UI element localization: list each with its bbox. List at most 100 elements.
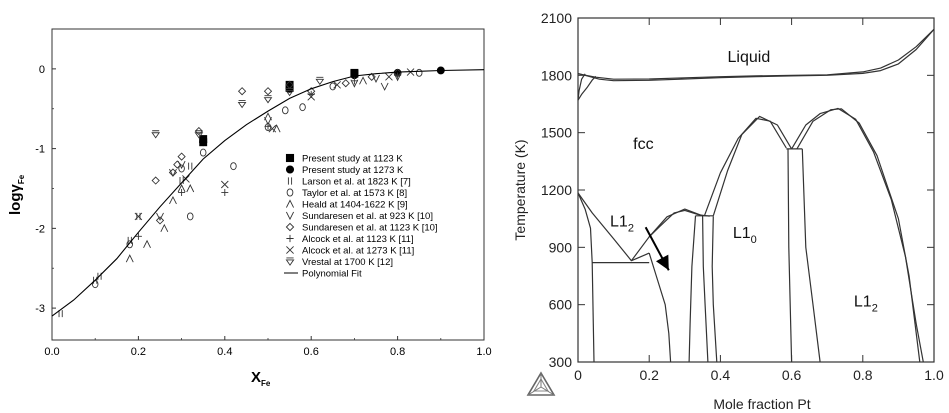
left-y-tick-label: -3 (35, 303, 45, 315)
data-point (151, 176, 160, 185)
phase-boundary-L10-left-outer (711, 216, 718, 363)
data-point (272, 124, 281, 133)
legend-entry-label: Sundaresen et al. at 923 K [10] (302, 211, 433, 222)
region-label: L10 (733, 225, 757, 246)
data-point (178, 188, 186, 196)
data-point (237, 87, 247, 96)
data-point (282, 106, 289, 115)
phase-boundary-L12-right (648, 252, 672, 363)
data-point (350, 77, 358, 85)
left-x-tick-label: 0.0 (44, 346, 59, 358)
left-plot-frame (51, 28, 485, 341)
right-y-tick-label: 300 (549, 354, 573, 370)
legend-entry-label: Sundaresen et al. at 1123 K [10] (302, 223, 438, 234)
legend-entry-label: Larson et al. at 1823 K [7] (302, 177, 411, 188)
legend-marker (287, 177, 293, 185)
legend-marker (285, 165, 295, 174)
data-point (385, 73, 393, 81)
right-y-tick-label: 1800 (541, 67, 572, 83)
data-point (285, 88, 294, 97)
legend-entry-label: Heald at 1404-1622 K [9] (302, 200, 408, 211)
phase-boundary-fe-side-boundary (577, 192, 595, 363)
left-y-axis-title: logγFe (7, 174, 26, 215)
left-x-tick-label: 0.4 (217, 346, 232, 358)
data-point (263, 87, 273, 96)
left-y-tick-label: -2 (35, 223, 45, 235)
left-series (51, 66, 485, 318)
region-label: L12 (854, 294, 878, 315)
right-x-tick-label: 0.6 (782, 367, 802, 383)
region-label: fcc (633, 136, 653, 153)
right-y-tick-label: 2100 (541, 10, 572, 26)
series-present-study-at-1273-k (199, 66, 445, 147)
data-point (367, 72, 376, 81)
phase-boundary-L12Pt-dome-outer (791, 107, 924, 363)
phase-diagram: 0 0.2 0.4 0.6 0.8 1.0 300 600 900 1200 1500 1800 210… (512, 10, 944, 412)
data-point (173, 160, 182, 169)
right-x-tick-label: 1.0 (924, 367, 944, 383)
legend-marker (285, 222, 295, 232)
data-point (151, 130, 161, 139)
data-point (169, 195, 177, 205)
data-point (177, 152, 186, 161)
right-phase-boundaries (577, 28, 935, 363)
right-plot-frame (577, 17, 935, 363)
data-point (178, 164, 185, 173)
legend-marker (285, 211, 295, 221)
legend-entry-label: Present study at 1123 K (302, 154, 403, 165)
data-point (126, 240, 134, 249)
data-point (186, 212, 194, 221)
right-x-tick-label: 0.8 (853, 367, 873, 383)
data-point (199, 138, 208, 147)
phase-boundary-solidus (577, 28, 935, 82)
data-point (264, 112, 272, 121)
left-x-tick-label: 0.8 (390, 346, 405, 358)
triangle-logo-icon (526, 371, 556, 396)
legend-marker (286, 188, 294, 197)
data-point (58, 310, 63, 318)
data-point (333, 81, 341, 89)
right-x-tick-label: 0.2 (639, 367, 659, 383)
data-point (194, 126, 204, 136)
phase-boundary-delta-gamma-right (577, 75, 597, 101)
left-x-tick-label: 1.0 (476, 346, 491, 358)
legend-entry-label: Alcock et al. at 1123 K [11] (302, 234, 414, 245)
data-point (372, 74, 380, 83)
region-label: Liquid (728, 49, 771, 66)
activity-coefficient-chart: 0.0 0.2 0.4 0.6 0.8 1.0 0 -1 -2 -3 XFe logγFe Pre… (7, 28, 492, 388)
left-ticks: 0.0 0.2 0.4 0.6 0.8 1.0 0 -1 -2 -3 (35, 28, 492, 358)
right-y-tick-label: 900 (549, 239, 573, 255)
data-point (125, 254, 134, 263)
data-point (143, 239, 151, 249)
data-point (263, 95, 273, 104)
data-point (329, 82, 337, 91)
data-point (199, 148, 207, 157)
data-point (299, 103, 306, 112)
data-point (394, 71, 402, 79)
legend-marker (285, 153, 295, 163)
data-point (237, 100, 247, 109)
data-point (194, 130, 204, 139)
phase-boundary-delta-gamma-left (577, 73, 586, 101)
phase-boundary-L10-dome-outer (712, 115, 793, 216)
legend-entry-label: Present study at 1273 K (302, 165, 404, 176)
pointer-arrow-head-icon (655, 254, 669, 271)
data-point (359, 76, 367, 85)
phase-boundary-two-phase-narrow-left (787, 148, 793, 363)
phase-boundary-two-phase-narrow-right (801, 148, 821, 363)
phase-boundary-L10-dome-inner (703, 117, 787, 217)
data-point (307, 92, 316, 101)
series-larson-et-al-at-1823-k-7 (58, 162, 193, 318)
data-point (156, 212, 164, 221)
right-y-tick-label: 600 (549, 297, 573, 313)
data-point (155, 216, 165, 225)
left-x-tick-label: 0.2 (131, 346, 146, 358)
left-y-tick-label: -1 (35, 144, 45, 156)
data-point (136, 212, 141, 220)
right-region-labels: Liquid fcc L12 L10 L12 (610, 49, 878, 315)
series-heald-at-1404-1622-k-9 (125, 76, 367, 263)
data-point (230, 162, 237, 171)
data-point (268, 124, 277, 133)
